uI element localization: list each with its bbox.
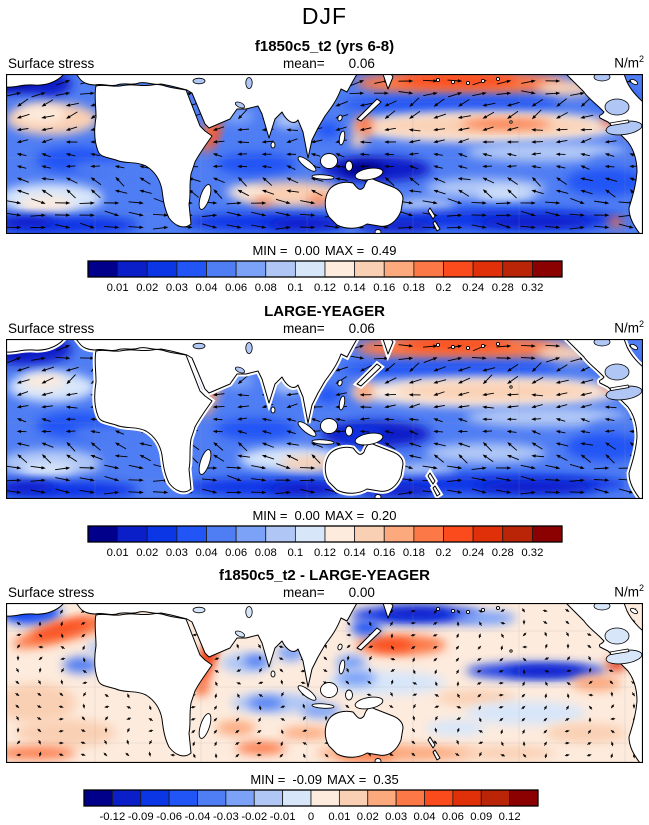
minmax-readout: MIN = 0.00 MAX = 0.20 <box>0 508 649 523</box>
svg-text:-0.03: -0.03 <box>213 811 239 823</box>
svg-text:0.09: 0.09 <box>470 811 492 823</box>
min-label: MIN = <box>252 243 287 258</box>
panel-title: f1850c5_t2 - LARGE-YEAGER <box>0 567 649 584</box>
units-label: N/m2 <box>614 319 644 336</box>
min-value: 0.00 <box>295 508 320 523</box>
mean-label: mean= <box>283 56 325 71</box>
svg-text:0.01: 0.01 <box>107 282 129 294</box>
minmax-readout: MIN = -0.09 MAX = 0.35 <box>0 772 649 787</box>
svg-text:0.03: 0.03 <box>166 547 188 559</box>
svg-text:0.16: 0.16 <box>373 282 395 294</box>
surface-stress-map <box>6 339 643 499</box>
svg-text:0.06: 0.06 <box>442 811 464 823</box>
colorbar: 0.01 0.02 0.03 0.04 0.06 0.08 0.1 0.12 0.14 0.16 0… <box>0 260 649 294</box>
svg-text:-0.09: -0.09 <box>128 811 154 823</box>
mean-label: mean= <box>283 585 325 600</box>
surface-stress-map <box>6 74 643 234</box>
svg-text:0.24: 0.24 <box>462 547 484 559</box>
svg-text:0: 0 <box>308 811 314 823</box>
panel-title: f1850c5_t2 (yrs 6-8) <box>0 38 649 55</box>
svg-text:-0.12: -0.12 <box>100 811 126 823</box>
svg-text:0.08: 0.08 <box>255 282 277 294</box>
max-value: 0.20 <box>371 508 396 523</box>
mean-readout: mean= 0.06 <box>283 321 375 336</box>
svg-text:0.06: 0.06 <box>225 547 247 559</box>
min-value: 0.00 <box>295 243 320 258</box>
min-label: MIN = <box>252 508 287 523</box>
svg-text:0.16: 0.16 <box>373 547 395 559</box>
svg-text:0.32: 0.32 <box>521 282 543 294</box>
units-label: N/m2 <box>614 583 644 600</box>
svg-text:0.2: 0.2 <box>436 547 452 559</box>
svg-text:0.24: 0.24 <box>462 282 484 294</box>
svg-text:0.01: 0.01 <box>107 547 129 559</box>
svg-text:0.02: 0.02 <box>357 811 379 823</box>
svg-text:0.14: 0.14 <box>344 547 366 559</box>
svg-text:0.01: 0.01 <box>328 811 350 823</box>
svg-text:0.06: 0.06 <box>225 282 247 294</box>
svg-text:0.18: 0.18 <box>403 282 425 294</box>
svg-text:0.03: 0.03 <box>385 811 407 823</box>
svg-text:0.02: 0.02 <box>136 547 158 559</box>
mean-label: mean= <box>283 321 325 336</box>
panel-title: LARGE-YEAGER <box>0 303 649 320</box>
variable-label: Surface stress <box>8 321 94 336</box>
panel-obs: LARGE-YEAGER Surface stress mean= 0.06 N/… <box>0 303 649 561</box>
svg-text:0.18: 0.18 <box>403 547 425 559</box>
max-value: 0.35 <box>373 772 398 787</box>
mean-value: 0.06 <box>349 321 375 336</box>
panel-difference: f1850c5_t2 - LARGE-YEAGER Surface stress… <box>0 567 649 825</box>
min-label: MIN = <box>250 772 285 787</box>
mean-readout: mean= 0.00 <box>283 585 375 600</box>
svg-text:0.02: 0.02 <box>136 282 158 294</box>
svg-text:-0.06: -0.06 <box>156 811 182 823</box>
variable-label: Surface stress <box>8 56 94 71</box>
svg-text:0.1: 0.1 <box>288 547 304 559</box>
units-label: N/m2 <box>614 54 644 71</box>
minmax-readout: MIN = 0.00 MAX = 0.49 <box>0 243 649 258</box>
surface-stress-map <box>6 603 643 763</box>
max-label: MAX = <box>327 772 366 787</box>
max-label: MAX = <box>325 508 364 523</box>
min-value: -0.09 <box>292 772 322 787</box>
svg-text:0.03: 0.03 <box>166 282 188 294</box>
svg-text:0.14: 0.14 <box>344 282 366 294</box>
colorbar: 0.01 0.02 0.03 0.04 0.06 0.08 0.1 0.12 0.14 0.16 0… <box>0 525 649 559</box>
svg-text:0.2: 0.2 <box>436 282 452 294</box>
mean-readout: mean= 0.06 <box>283 56 375 71</box>
svg-text:0.1: 0.1 <box>288 282 304 294</box>
svg-text:0.04: 0.04 <box>196 282 218 294</box>
season-title: DJF <box>0 3 649 30</box>
svg-text:-0.04: -0.04 <box>185 811 211 823</box>
svg-text:0.32: 0.32 <box>521 547 543 559</box>
svg-text:0.04: 0.04 <box>414 811 436 823</box>
mean-value: 0.00 <box>349 585 375 600</box>
mean-value: 0.06 <box>349 56 375 71</box>
svg-text:-0.01: -0.01 <box>270 811 296 823</box>
colorbar: -0.12-0.09-0.06-0.04-0.03-0.02-0.01 0 0.01… <box>0 789 649 823</box>
svg-text:0.12: 0.12 <box>314 547 336 559</box>
svg-text:0.12: 0.12 <box>314 282 336 294</box>
svg-text:0.28: 0.28 <box>492 547 514 559</box>
svg-text:0.28: 0.28 <box>492 282 514 294</box>
panel-model: f1850c5_t2 (yrs 6-8) Surface stress mean… <box>0 38 649 296</box>
svg-text:0.04: 0.04 <box>196 547 218 559</box>
max-label: MAX = <box>325 243 364 258</box>
svg-text:0.12: 0.12 <box>499 811 521 823</box>
variable-label: Surface stress <box>8 585 94 600</box>
max-value: 0.49 <box>371 243 396 258</box>
svg-text:0.08: 0.08 <box>255 547 277 559</box>
svg-text:-0.02: -0.02 <box>241 811 267 823</box>
